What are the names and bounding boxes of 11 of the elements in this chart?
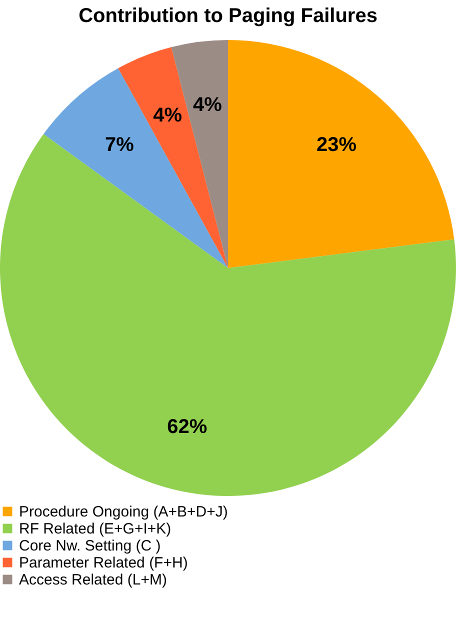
legend-label: RF Related (E+G+I+K) bbox=[19, 520, 172, 538]
legend-label: Core Nw. Setting (C ) bbox=[19, 538, 161, 554]
legend-label: Access Related (L+M) bbox=[19, 572, 167, 588]
data-label: 62% bbox=[167, 416, 208, 438]
data-label: 23% bbox=[316, 134, 357, 156]
chart-title: Contribution to Paging Failures bbox=[78, 5, 378, 27]
data-label: 4% bbox=[153, 104, 182, 126]
legend-label: Parameter Related (F+H) bbox=[19, 554, 188, 572]
data-label: 7% bbox=[104, 134, 134, 156]
legend-label: Procedure Ongoing (A+B+D+J) bbox=[19, 504, 228, 520]
data-label: 4% bbox=[192, 94, 222, 116]
